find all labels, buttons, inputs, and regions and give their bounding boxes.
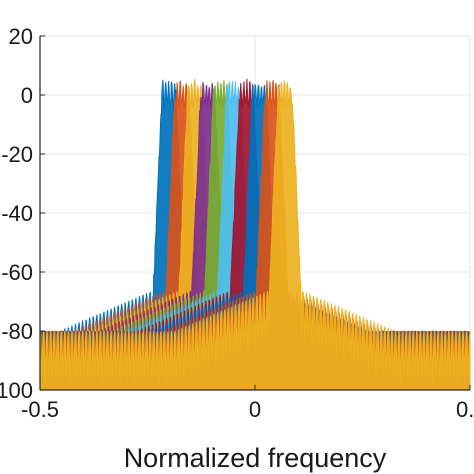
x-tick-label: 0. [456, 397, 474, 422]
x-axis-label: Normalized frequency [124, 443, 387, 473]
y-tick-label: -80 [1, 319, 33, 344]
axes: 20 0 -20 -40 -60 -80 100-0.5 0 0. [0, 24, 474, 422]
x-tick-label: 0 [249, 397, 261, 422]
y-tick-label: 20 [9, 24, 33, 49]
series-area-10 [39, 79, 471, 391]
x-tick-label: -0.5 [21, 397, 59, 422]
y-tick-label: -60 [1, 260, 33, 285]
y-tick-label: 100 [0, 378, 33, 403]
y-tick-label: -20 [1, 142, 33, 167]
series-group [39, 78, 471, 391]
y-tick-label: -40 [1, 201, 33, 226]
y-tick-label: 0 [21, 83, 33, 108]
